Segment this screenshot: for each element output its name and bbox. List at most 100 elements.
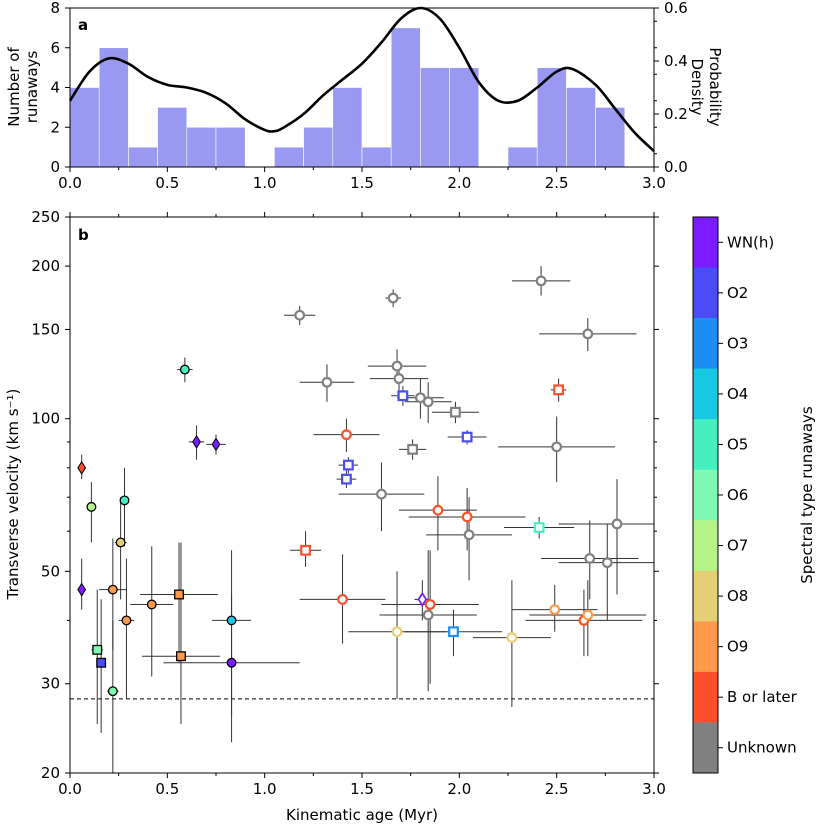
panel-b-ytick-label: 150 [31,320,60,338]
colorbar-tick-label: WN(h) [727,233,774,251]
panel-b-xtick-label: 1.5 [350,780,374,798]
panel-a-y2tick-label: 0.6 [664,0,688,17]
colorbar-segment [693,318,718,370]
data-point-45 [535,275,547,287]
scatter-points [77,275,623,697]
colorbar-tick-label: O9 [727,638,748,656]
data-point-50 [582,609,594,621]
colorbar-tick-label: Unknown [727,739,797,757]
data-point-9 [121,615,132,626]
data-point-47 [551,441,563,453]
panel-b-xtick-label: 0.0 [58,780,82,798]
histogram-bar-10 [361,146,392,168]
colorbar-segment [693,419,718,471]
histogram-bar-0 [69,87,100,168]
panel-b-ytick-label: 200 [31,257,60,275]
histogram-bar-12 [420,67,450,168]
data-point-12 [176,651,186,662]
panel-a-ytick-label: 4 [50,79,60,97]
colorbar-frame [692,216,719,774]
data-point-11 [174,589,184,600]
data-point-41 [461,511,473,523]
colorbar-tick-label: O3 [727,334,748,352]
histogram-bar-7 [274,146,304,168]
panel-b-ytick-label: 100 [31,410,60,428]
data-point-24 [341,473,352,485]
data-point-7 [96,657,107,668]
colorbar-segment [693,570,718,622]
data-point-30 [397,390,409,402]
panel-b-axes: 0.0 0.5 1.0 1.5 2.0 2.5 3.0 20 30 50 100 150 200 250 [31,208,666,798]
colorbar-segment [693,722,718,774]
data-point-53 [601,557,613,569]
colorbar-segment [693,368,718,420]
data-point-18 [294,309,306,321]
panel-a-ytick-label: 0 [50,158,60,176]
panel-a-xtick-label: 2.5 [545,174,569,192]
panel-b-xtick-label: 1.0 [253,780,277,798]
panel-a-xtick-label: 1.0 [253,174,277,192]
panel-a-label: a [78,16,88,34]
colorbar-tick-label: O4 [727,385,748,403]
data-point-1 [77,582,87,597]
panel-a-ylabel-line1: Number of [5,47,23,127]
data-point-16 [226,615,237,626]
panel-b-xtick-label: 2.5 [545,780,569,798]
panel-a-y2tick-label: 0.0 [664,158,688,176]
data-point-37 [432,504,444,516]
colorbar-segment [693,469,718,521]
histogram-bar-8 [303,126,334,168]
data-point-23 [342,459,354,471]
data-point-38 [448,626,459,638]
panel-a-xtick-label: 0.5 [155,174,179,192]
data-point-3 [119,495,130,506]
histogram-bar-3 [157,107,188,168]
panel-a-xtick-label: 2.0 [447,174,471,192]
data-point-31 [407,443,419,455]
data-point-35 [422,609,434,621]
histogram-bar-11 [390,27,421,168]
histogram-bar-9 [332,87,363,168]
data-point-0 [77,460,87,475]
colorbar-segment [693,671,718,723]
panel-a-ylabel-line2: runaways [23,51,41,124]
data-point-33 [422,396,434,408]
colorbar-tick-label: O7 [727,537,748,555]
colorbar-label: Spectral type runaways [798,406,816,584]
data-point-42 [463,529,475,541]
histogram-bar-17 [566,87,596,168]
data-point-2 [86,501,97,512]
density-curve [68,6,655,153]
colorbar-tick-label: B or later [727,688,798,706]
data-point-28 [393,373,405,384]
data-point-26 [387,292,399,304]
panel-b-label: b [78,226,89,244]
panel-a-ytick-label: 2 [50,118,60,136]
data-point-8 [107,686,118,697]
panel-b-xtick-label: 2.0 [447,780,471,798]
panel-b-xlabel: Kinematic age (Myr) [286,806,438,824]
data-point-25 [376,488,387,500]
panel-b-ylabel: Transverse velocity (km s⁻¹) [4,389,22,601]
panel-a-ytick-label: 6 [50,39,60,57]
data-point-21 [337,594,348,605]
colorbar-segment [693,520,718,572]
data-point-27 [391,360,403,372]
data-point-17 [226,657,237,668]
panel-a-y2tick-label: 0.4 [664,52,688,70]
colorbar-segment [693,217,718,269]
colorbar-tick-label: O6 [727,486,748,504]
panel-a-ytick-label: 8 [50,0,60,17]
data-point-36 [424,599,436,610]
data-point-51 [582,328,594,340]
data-point-20 [321,376,333,388]
colorbar-tick-label: O5 [727,435,748,453]
data-point-44 [533,522,545,533]
data-point-46 [549,604,561,616]
data-point-34 [417,591,428,608]
panel-b-ytick-label: 50 [41,562,60,580]
colorbar-tick-label: O8 [727,587,748,605]
histogram-bar-5 [215,126,246,168]
panel-a-xtick-label: 1.5 [350,174,374,192]
data-point-39 [450,406,461,418]
